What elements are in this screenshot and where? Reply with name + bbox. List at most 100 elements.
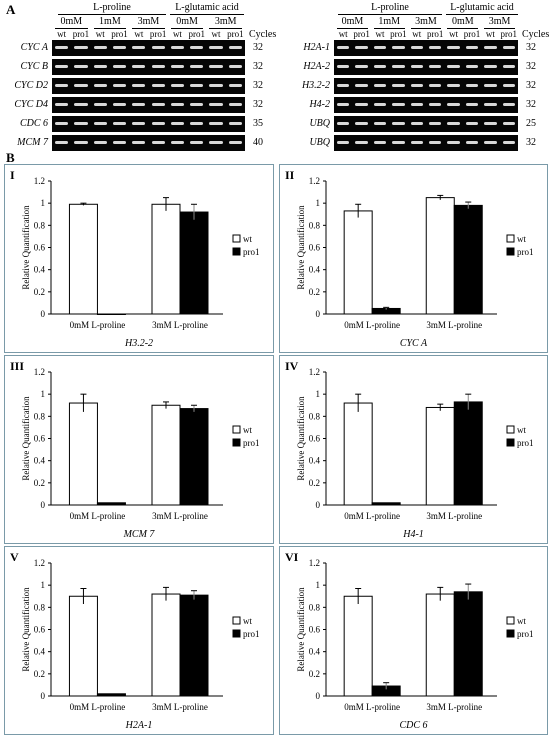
- legend-swatch-wt: [506, 425, 515, 434]
- bar-wt: [425, 197, 455, 315]
- legend-swatch-pro1: [232, 629, 241, 638]
- gel-band: [373, 46, 387, 49]
- gel-band: [465, 122, 479, 125]
- gel-band: [170, 141, 185, 144]
- gel-cycles-value: 32: [253, 80, 263, 91]
- gel-band: [429, 46, 442, 49]
- gel-gene-label: CYC D2: [14, 80, 48, 91]
- bar-wt: [343, 210, 373, 315]
- gel-band: [209, 46, 223, 49]
- gel-strip: [334, 59, 518, 75]
- gel-band: [484, 46, 497, 49]
- gel-strip: [334, 97, 518, 113]
- cycles-header: Cycles: [522, 29, 550, 40]
- chart-panel-ii: II 0 0.2 0.4 0.6 0.8 1 1.2 Relative Quantificati…: [279, 164, 548, 353]
- gel-strip: [52, 59, 245, 75]
- panel-letter-a: A: [6, 2, 16, 17]
- gel-band: [337, 46, 350, 49]
- gel-band: [228, 46, 242, 49]
- gel-band: [55, 46, 69, 49]
- gel-lane-label: wt: [338, 29, 348, 39]
- gel-band: [447, 84, 460, 87]
- gel-band: [410, 84, 423, 87]
- gel-concentration: 0mM: [341, 16, 364, 27]
- gel-band: [484, 84, 497, 87]
- y-tick-label: 0.2: [34, 669, 45, 679]
- gel-band: [410, 65, 423, 68]
- gel-band: [132, 65, 146, 68]
- gel-strip: [52, 116, 245, 132]
- gel-band: [429, 141, 442, 144]
- gel-band: [190, 46, 204, 49]
- gel-concentration: 1mM: [378, 16, 401, 27]
- bar-chart-svg: IV 0 0.2 0.4 0.6 0.8 1 1.2 Relative Quantificati…: [285, 359, 534, 540]
- x-category-label: 0mM L-proline: [70, 511, 126, 521]
- gel-band: [190, 103, 204, 106]
- y-tick-label: 0.2: [309, 669, 320, 679]
- gel-band: [151, 141, 165, 144]
- bar-chart-svg: VI 0 0.2 0.4 0.6 0.8 1 1.2 Relative Quantificati…: [285, 550, 534, 731]
- x-category-label: 3mM L-proline: [152, 511, 208, 521]
- y-tick-label: 1.2: [309, 367, 320, 377]
- gel-band: [93, 122, 107, 125]
- y-tick-label: 0: [316, 309, 321, 319]
- y-tick-label: 0.4: [34, 456, 46, 466]
- y-tick-label: 0.4: [309, 647, 321, 657]
- gel-band: [74, 103, 88, 106]
- gel-concentration-line: [132, 28, 165, 29]
- gel-band: [484, 65, 497, 68]
- gel-band: [373, 84, 387, 87]
- legend-swatch-pro1: [506, 629, 515, 638]
- y-tick-label: 0: [41, 309, 46, 319]
- gene-caption: CYC A: [400, 338, 428, 349]
- gel-band: [209, 122, 223, 125]
- gel-concentration: 0mM: [60, 16, 83, 27]
- x-category-label: 0mM L-proline: [344, 320, 400, 330]
- bar-wt: [151, 593, 181, 697]
- legend-swatch-wt: [232, 616, 241, 625]
- x-category-label: 0mM L-proline: [70, 702, 126, 712]
- x-category-label: 3mM L-proline: [152, 702, 208, 712]
- gel-gene-label: UBQ: [309, 118, 330, 129]
- gel-gene-label: UBQ: [309, 137, 330, 148]
- gel-lane-label: pro1: [353, 29, 370, 39]
- gel-band: [429, 122, 442, 125]
- y-tick-label: 0.6: [309, 434, 321, 444]
- gel-band: [337, 122, 350, 125]
- y-tick-label: 1: [41, 198, 46, 208]
- legend-label-pro1: pro1: [517, 438, 534, 448]
- y-tick-label: 0.6: [34, 434, 46, 444]
- gel-concentration: 3mM: [214, 16, 237, 27]
- gel-lane-label: wt: [412, 29, 422, 39]
- y-tick-label: 0.4: [309, 265, 321, 275]
- gel-band: [465, 46, 479, 49]
- x-category-label: 3mM L-proline: [426, 702, 482, 712]
- gel-band: [93, 141, 107, 144]
- gel-right: L-proline L-glutamic acid 0mM 1mM 3mM 0mM 3mM w…: [280, 0, 550, 152]
- y-tick-label: 0.6: [34, 243, 46, 253]
- gel-strip: [334, 78, 518, 94]
- gel-band: [484, 122, 497, 125]
- gel-band: [170, 122, 185, 125]
- gel-lane-label: wt: [485, 29, 495, 39]
- gel-band: [447, 141, 460, 144]
- legend-label-pro1: pro1: [517, 629, 534, 639]
- gel-band: [132, 84, 146, 87]
- gel-lane-label: pro1: [111, 29, 128, 39]
- gel-lane-label: wt: [134, 29, 144, 39]
- gene-caption: H4-1: [402, 529, 424, 540]
- bar-wt: [425, 406, 455, 506]
- y-axis-label: Relative Quantification: [296, 587, 306, 672]
- gel-band: [74, 84, 88, 87]
- y-tick-label: 0.8: [34, 220, 46, 230]
- gel-cycles-value: 32: [526, 99, 536, 110]
- gel-strip: [52, 40, 245, 56]
- y-tick-label: 0.6: [34, 625, 46, 635]
- gel-band: [228, 122, 242, 125]
- gel-lane-label: wt: [449, 29, 459, 39]
- gel-band: [429, 65, 442, 68]
- gel-band: [209, 65, 223, 68]
- gel-band: [337, 65, 350, 68]
- gel-band: [447, 122, 460, 125]
- gel-band: [429, 84, 442, 87]
